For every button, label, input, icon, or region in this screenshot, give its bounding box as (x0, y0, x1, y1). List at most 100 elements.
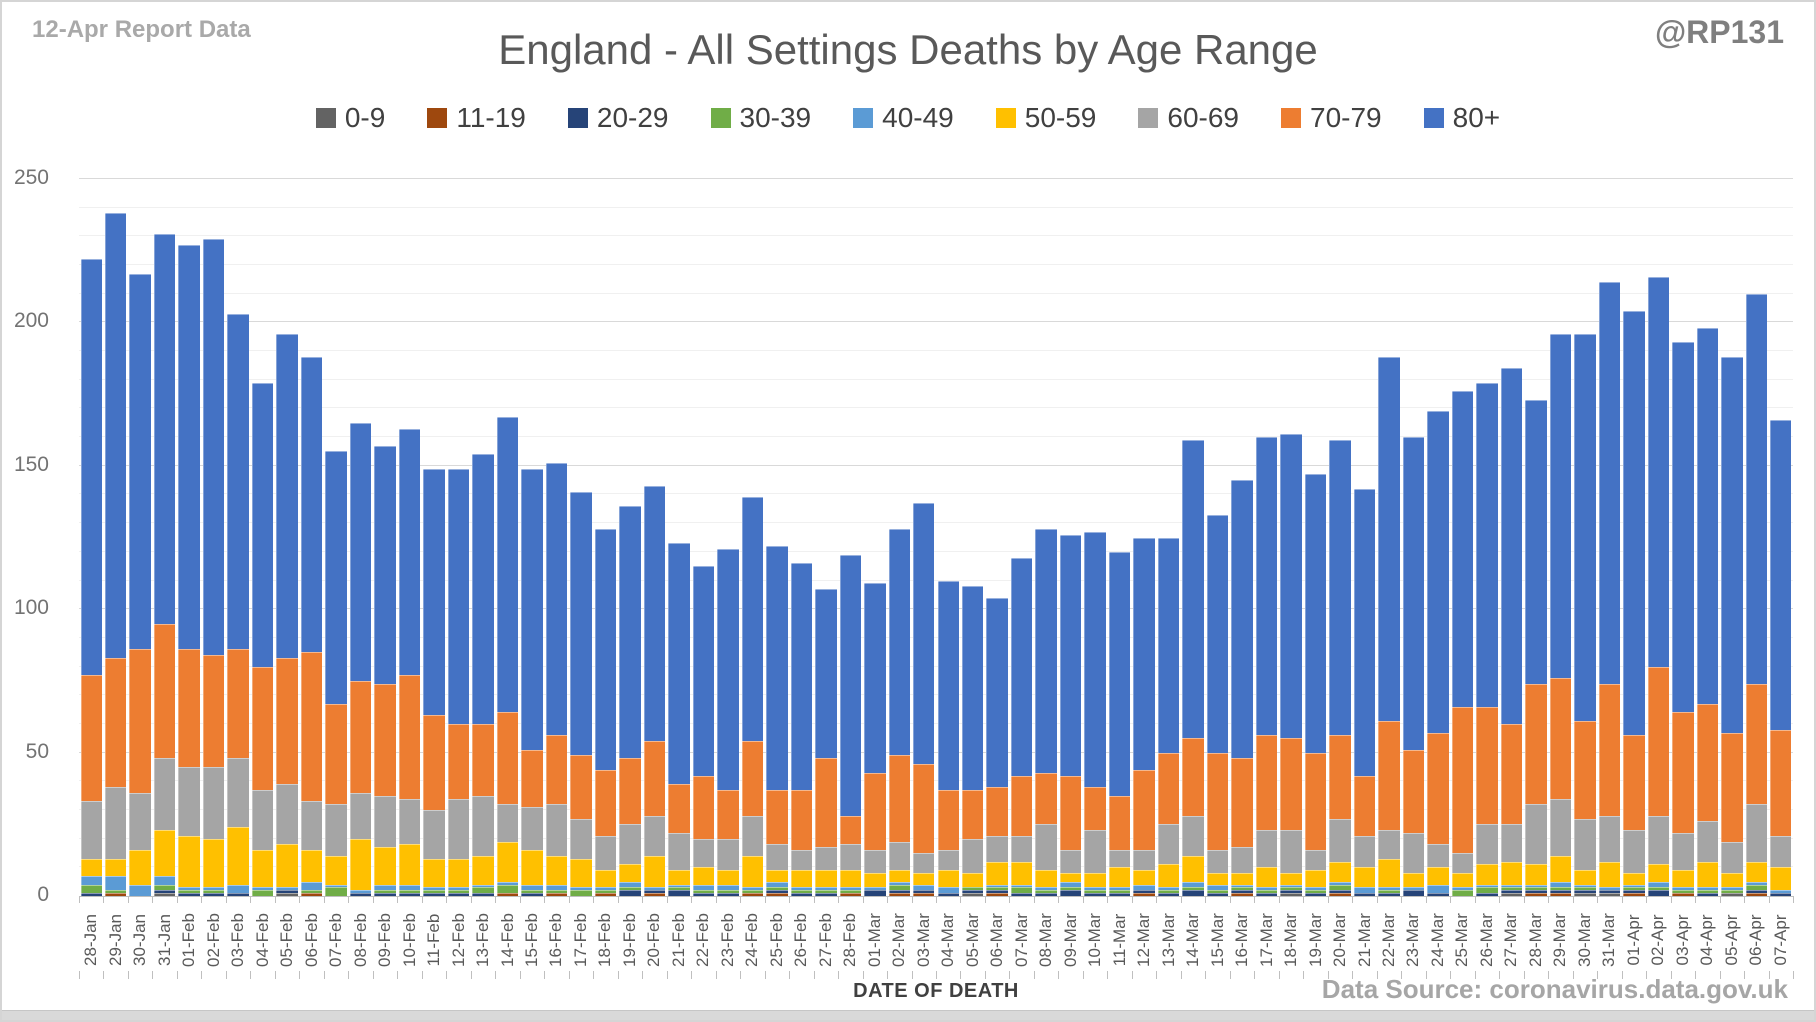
bar-segment-30-39-14-Mar (1182, 887, 1204, 891)
bar-segment-50-59-10-Mar (1084, 873, 1106, 888)
bar-segment-30-39-26-Feb (790, 890, 813, 894)
x-axis-tick (446, 971, 448, 979)
bar-segment-80+-28-Feb (839, 554, 862, 816)
bar-segment-11-19-28-Feb (839, 893, 862, 896)
bar-segment-80+-13-Mar (1157, 537, 1180, 753)
legend-swatch-30-39 (710, 108, 731, 128)
bar-segment-20-29-07-Mar (1010, 893, 1033, 896)
bar-segment-80+-02-Feb (202, 239, 225, 656)
bar-segment-20-29-05-Feb (276, 890, 298, 894)
y-axis-tick-label: 200 (13, 309, 49, 333)
bar-segment-40-49-28-Mar (1525, 884, 1547, 888)
bar-segment-40-49-13-Feb (472, 884, 494, 888)
bar-segment-70-79-15-Feb (521, 749, 543, 808)
bar-segment-70-79-21-Mar (1353, 775, 1376, 836)
bar-segment-60-69-30-Jan (129, 792, 151, 851)
x-axis-label-06-Mar: 06-Mar (987, 913, 1007, 967)
bar-segment-80+-30-Mar (1574, 333, 1596, 722)
x-axis-tick (1401, 971, 1403, 979)
x-axis-label-02-Mar: 02-Mar (889, 913, 909, 967)
bar-segment-30-39-25-Mar (1451, 890, 1474, 896)
bar-segment-60-69-19-Mar (1304, 850, 1327, 871)
bar-segment-80+-24-Feb (741, 497, 764, 742)
bar-segment-20-29-18-Mar (1280, 890, 1302, 894)
bar-segment-50-59-31-Jan (153, 830, 176, 876)
bar-segment-11-19-12-Mar (1133, 893, 1155, 896)
bar-segment-70-79-17-Mar (1255, 735, 1278, 831)
bar-segment-50-59-13-Mar (1157, 864, 1180, 888)
bar-segment-30-39-17-Mar (1255, 890, 1278, 894)
x-axis-label-11-Feb: 11-Feb (424, 913, 444, 967)
bar-segment-60-69-10-Feb (398, 798, 421, 845)
bar-segment-70-79-30-Jan (129, 649, 151, 793)
bar-segment-60-69-13-Mar (1157, 824, 1180, 865)
bar-segment-40-49-12-Feb (447, 887, 470, 891)
bar-segment-11-19-01-Apr (1623, 893, 1645, 896)
bar-segment-30-39-13-Mar (1157, 890, 1180, 894)
x-axis-label-29-Mar: 29-Mar (1550, 913, 1570, 967)
bar-segment-70-79-19-Mar (1304, 752, 1327, 851)
x-axis-tick (691, 896, 693, 903)
bar-segment-50-59-09-Mar (1059, 873, 1082, 882)
bar-segment-50-59-19-Mar (1304, 870, 1327, 888)
bar-segment-60-69-25-Mar (1451, 853, 1474, 874)
bar-segment-40-49-05-Feb (276, 887, 298, 891)
bar-segment-40-49-04-Mar (937, 887, 959, 894)
bar-segment-50-59-01-Feb (178, 835, 200, 888)
bar-segment-30-39-06-Apr (1745, 884, 1767, 891)
bar-segment-50-59-12-Mar (1133, 870, 1155, 885)
bar-segment-20-29-04-Apr (1696, 893, 1719, 896)
bar-segment-80+-13-Feb (472, 454, 494, 724)
bar-segment-50-59-01-Apr (1623, 873, 1645, 885)
bar-segment-60-69-26-Feb (790, 850, 813, 871)
bar-segment-60-69-01-Feb (178, 766, 200, 836)
bar-segment-60-69-14-Feb (496, 804, 519, 842)
x-axis-tick (1376, 896, 1378, 903)
legend-swatch-40-49 (853, 108, 874, 128)
x-axis-tick (201, 971, 203, 979)
bar-segment-70-79-28-Feb (839, 815, 862, 845)
x-axis-tick (1303, 896, 1305, 903)
bar-segment-11-19-29-Mar (1549, 893, 1572, 896)
x-axis-label-14-Feb: 14-Feb (497, 913, 517, 967)
bar-segment-11-19-06-Apr (1745, 893, 1767, 896)
bar-segment-50-59-11-Mar (1108, 867, 1131, 888)
major-gridline (79, 751, 1793, 753)
bar-segment-70-79-12-Feb (447, 723, 470, 799)
bar-segment-80+-25-Feb (766, 546, 788, 790)
x-axis-label-28-Mar: 28-Mar (1525, 913, 1545, 967)
x-axis-tick (1719, 896, 1721, 903)
x-axis-tick (813, 896, 815, 903)
x-axis-tick (740, 971, 742, 979)
bar-segment-80+-05-Feb (276, 333, 298, 658)
x-axis-tick (152, 896, 154, 903)
bar-segment-80+-03-Mar (913, 503, 935, 765)
bar-segment-60-69-03-Mar (913, 853, 935, 874)
bar-segment-80+-02-Mar (888, 528, 910, 756)
x-axis-label-18-Feb: 18-Feb (595, 913, 615, 967)
bar-segment-50-59-15-Mar (1206, 873, 1229, 885)
x-axis-label-09-Mar: 09-Mar (1060, 913, 1080, 967)
bar-segment-20-29-02-Feb (202, 893, 225, 896)
bar-segment-80+-22-Mar (1378, 356, 1400, 722)
legend-item-11-19: 11-19 (427, 102, 526, 134)
bar-segment-50-59-03-Feb (227, 827, 249, 885)
bar-segment-11-19-25-Feb (766, 893, 788, 896)
bar-segment-70-79-26-Mar (1476, 706, 1498, 825)
x-axis-tick (1278, 971, 1280, 979)
x-axis-tick (176, 896, 178, 903)
bar-segment-20-29-01-Apr (1623, 890, 1645, 894)
bar-segment-60-69-16-Mar (1231, 847, 1253, 874)
bar-segment-20-29-13-Mar (1157, 893, 1180, 896)
bar-segment-20-29-03-Mar (913, 890, 935, 894)
bar-segment-80+-09-Feb (374, 445, 396, 684)
x-axis-label-15-Mar: 15-Mar (1207, 913, 1227, 967)
plot-area: 0 50 100 150 200 250 28-Jan 29-Jan 30-Jan 31-Jan 0… (14, 166, 1794, 979)
x-axis-tick (1474, 896, 1476, 903)
bar-segment-70-79-20-Feb (643, 741, 666, 816)
x-axis-label-31-Mar: 31-Mar (1599, 913, 1619, 967)
bar-segment-30-39-22-Feb (692, 890, 715, 894)
legend-item-0-9: 0-9 (315, 102, 385, 134)
bar-segment-0-9-18-Mar (1280, 893, 1302, 896)
bar-segment-20-29-21-Feb (668, 890, 690, 896)
